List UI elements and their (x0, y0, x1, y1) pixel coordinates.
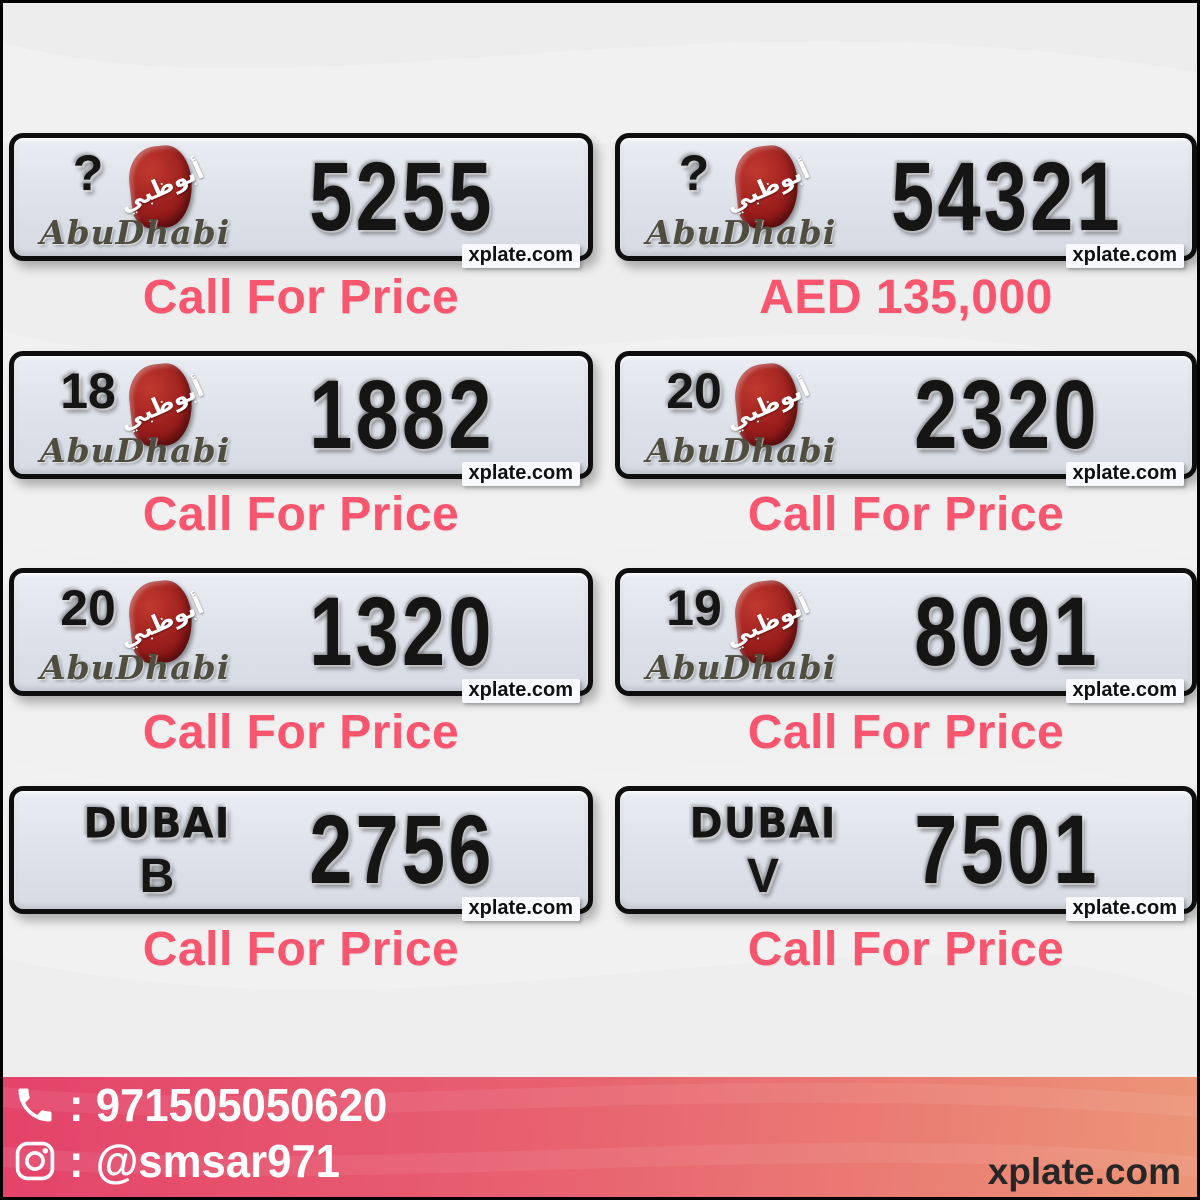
plate-number: 1882 (309, 359, 495, 469)
plate-watermark: xplate.com (1065, 679, 1184, 703)
plate-watermark: xplate.com (1065, 896, 1184, 921)
license-plate-abudhabi-8091: 19 أبوظبي AbuDhabi 8091 xplate.com (615, 568, 1197, 703)
price-label: Call For Price (142, 270, 460, 324)
plate-category-code: 20 (60, 580, 116, 636)
abudhabi-script-text: AbuDhabi (646, 648, 837, 687)
price-label: Call For Price (142, 705, 460, 759)
plate-cell: ? أبوظبي AbuDhabi 5255 xplate.com Call F… (9, 133, 593, 351)
license-plate-dubai-7501: DUBAI V 7501 xplate.com (615, 785, 1197, 921)
plate-category-code: ? (72, 145, 104, 201)
license-plate-abudhabi-1320: 20 أبوظبي AbuDhabi 1320 xplate.com (9, 568, 593, 703)
price-label: Call For Price (142, 923, 460, 976)
plate-watermark: xplate.com (1065, 461, 1184, 486)
price-label: AED 135,000 (759, 270, 1053, 324)
license-plate-dubai-2756: DUBAI B 2756 xplate.com (9, 785, 593, 921)
plate-cell: 19 أبوظبي AbuDhabi 8091 xplate.com Call … (615, 568, 1197, 786)
plate-cell: ? أبوظبي AbuDhabi 54321 xplate.com AED 1… (615, 133, 1197, 351)
plate-grid: ? أبوظبي AbuDhabi 5255 xplate.com Call F… (9, 133, 1197, 1003)
license-plate-abudhabi-2320: 20 أبوظبي AbuDhabi 2320 xplate.com (615, 350, 1197, 486)
plate-cell: 20 أبوظبي AbuDhabi 1320 xplate.com Call … (9, 568, 593, 786)
abudhabi-script-text: AbuDhabi (646, 430, 837, 470)
abudhabi-arabic-text: أبوظبي (114, 373, 208, 436)
plate-cell: DUBAI B 2756 xplate.com Call For Price (9, 785, 593, 1004)
price-label: Call For Price (747, 705, 1065, 759)
license-plate-abudhabi-5255: ? أبوظبي AbuDhabi 5255 xplate.com (9, 133, 593, 268)
phone-line: : 971505050620 (3, 1077, 1197, 1133)
phone-icon (18, 1088, 52, 1122)
price-label: Call For Price (142, 488, 460, 541)
abudhabi-script-text: AbuDhabi (40, 648, 231, 687)
plate-number: 2756 (309, 794, 495, 904)
phone-number: : 971505050620 (69, 1079, 388, 1131)
site-brand: xplate.com (987, 1151, 1181, 1192)
plate-watermark: xplate.com (461, 679, 580, 703)
abudhabi-arabic-text: أبوظبي (720, 373, 814, 436)
plate-number: 2320 (914, 359, 1100, 469)
footer-wave-pattern (3, 1082, 1197, 1177)
plate-category-code: V (746, 849, 779, 903)
plate-category-code: 20 (666, 362, 722, 419)
contact-footer: : 971505050620 : @smsar971 xplate.com (3, 1077, 1197, 1197)
license-plate-abudhabi-54321: ? أبوظبي AbuDhabi 54321 xplate.com (615, 133, 1197, 268)
license-plate-abudhabi-1882: 18 أبوظبي AbuDhabi 1882 xplate.com (9, 350, 593, 486)
plate-category-code: ? (678, 145, 710, 201)
plate-cell: 20 أبوظبي AbuDhabi 2320 xplate.com Call … (615, 350, 1197, 569)
plate-cell: DUBAI V 7501 xplate.com Call For Price (615, 785, 1197, 1004)
plate-watermark: xplate.com (461, 244, 580, 268)
plate-watermark: xplate.com (1065, 244, 1184, 268)
plate-cell: 18 أبوظبي AbuDhabi 1882 xplate.com Call … (9, 350, 593, 569)
price-label: Call For Price (747, 923, 1065, 976)
abudhabi-script-text: AbuDhabi (40, 213, 231, 252)
plate-watermark: xplate.com (461, 896, 580, 921)
plate-number: 8091 (914, 577, 1100, 686)
dubai-logo-text: DUBAI (83, 799, 231, 848)
abudhabi-arabic-text: أبوظبي (114, 591, 208, 653)
plate-number: 7501 (914, 794, 1100, 904)
instagram-handle: : @smsar971 (69, 1135, 341, 1187)
abudhabi-script-text: AbuDhabi (40, 430, 231, 470)
abudhabi-arabic-text: أبوظبي (720, 156, 814, 218)
abudhabi-script-text: AbuDhabi (646, 213, 837, 252)
plate-category-code: 18 (60, 362, 116, 419)
plate-number: 1320 (309, 577, 495, 686)
plate-number: 5255 (309, 142, 495, 251)
plate-category-code: 19 (666, 580, 722, 636)
plate-watermark: xplate.com (461, 461, 580, 486)
abudhabi-arabic-text: أبوظبي (720, 591, 814, 653)
price-label: Call For Price (747, 488, 1065, 541)
plate-category-code: B (139, 849, 175, 903)
instagram-line: : @smsar971 (3, 1133, 1197, 1189)
dubai-logo-text: DUBAI (689, 799, 837, 848)
abudhabi-arabic-text: أبوظبي (114, 156, 208, 218)
instagram-icon (15, 1141, 55, 1181)
plate-number: 54321 (891, 142, 1123, 251)
